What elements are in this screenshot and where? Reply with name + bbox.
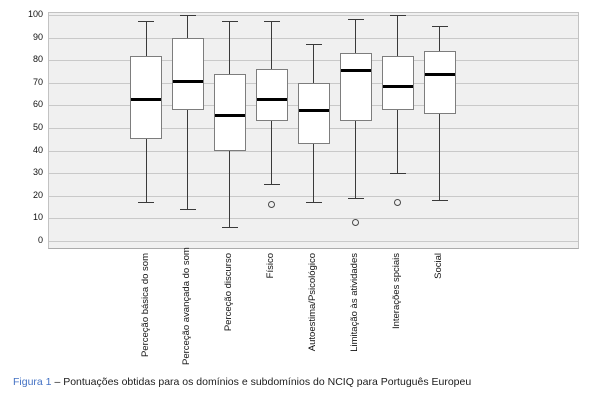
lower-whisker-cap: [179, 208, 196, 210]
lower-whisker-line: [229, 150, 231, 228]
category-label: Perceção básica do som: [139, 253, 151, 358]
box: [255, 69, 288, 122]
y-tick-label: 100: [27, 9, 43, 19]
y-tick-label: 20: [32, 189, 43, 200]
category-label: Perceção discurso: [223, 253, 235, 332]
box: [423, 51, 456, 115]
upper-whisker-line: [145, 21, 147, 56]
lower-whisker-line: [313, 143, 315, 203]
median-line: [340, 68, 371, 72]
y-tick-label: 50: [32, 122, 43, 132]
lower-whisker-cap: [347, 197, 364, 199]
y-tick-label: 70: [32, 76, 43, 87]
category-label: Interações spciais: [391, 253, 403, 330]
median-line: [424, 73, 455, 77]
median-line: [214, 113, 245, 117]
upper-whisker-cap: [138, 21, 154, 23]
lower-whisker-cap: [138, 202, 154, 204]
upper-whisker-line: [355, 19, 357, 54]
median-line: [256, 98, 287, 102]
lower-whisker-line: [187, 109, 189, 210]
y-tick-label: 90: [32, 31, 43, 42]
lower-whisker-line: [397, 109, 399, 174]
category-label: Físico: [265, 253, 277, 279]
figure-caption: Figura 1 – Pontuações obtidas para os do…: [13, 376, 471, 388]
y-tick-label: 40: [32, 144, 43, 155]
box: [339, 53, 372, 122]
median-line: [382, 84, 413, 88]
upper-whisker-cap: [389, 14, 406, 16]
upper-whisker-line: [229, 21, 231, 74]
upper-whisker-line: [439, 26, 441, 52]
category-label: Social: [433, 253, 445, 279]
upper-whisker-line: [397, 15, 399, 56]
median-line: [298, 109, 329, 113]
median-line: [131, 98, 161, 102]
upper-whisker-cap: [263, 21, 280, 23]
outlier-point: [352, 219, 360, 227]
gridline: [49, 218, 578, 220]
outlier-point: [268, 201, 276, 209]
category-label: Perceção avançada do som: [181, 247, 193, 365]
outlier-point: [394, 199, 402, 207]
upper-whisker-cap: [347, 19, 364, 21]
upper-whisker-cap: [431, 25, 448, 27]
y-tick-label: 0: [37, 235, 43, 245]
box: [171, 37, 204, 110]
gridline: [49, 241, 578, 242]
lower-whisker-line: [145, 139, 147, 203]
lower-whisker-line: [271, 121, 273, 185]
plot-area: [48, 12, 579, 249]
median-line: [172, 80, 203, 84]
upper-whisker-cap: [179, 14, 196, 16]
lower-whisker-cap: [431, 199, 448, 201]
category-label: Autoestima/Psicológico: [307, 253, 319, 352]
upper-whisker-line: [187, 15, 189, 38]
upper-whisker-cap: [221, 21, 238, 23]
lower-whisker-cap: [263, 184, 280, 185]
box: [213, 73, 246, 151]
box: [381, 55, 414, 110]
lower-whisker-line: [355, 121, 357, 199]
y-tick-label: 30: [32, 167, 43, 178]
figure-caption-label: Figura 1: [13, 376, 52, 388]
upper-whisker-cap: [305, 43, 322, 45]
box: [297, 82, 330, 144]
gridline: [49, 37, 578, 39]
category-label: Limitação às atividades: [349, 253, 361, 352]
lower-whisker-cap: [389, 172, 406, 174]
gridline: [49, 15, 578, 16]
upper-whisker-line: [313, 44, 315, 83]
y-tick-label: 80: [32, 54, 43, 65]
lower-whisker-line: [439, 114, 441, 201]
box: [130, 55, 162, 140]
y-tick-label: 10: [32, 212, 43, 223]
upper-whisker-line: [271, 21, 273, 70]
y-tick-label: 60: [32, 99, 43, 110]
figure-caption-text: – Pontuações obtidas para os domínios e …: [51, 376, 472, 388]
lower-whisker-cap: [305, 202, 322, 204]
lower-whisker-cap: [221, 226, 238, 228]
